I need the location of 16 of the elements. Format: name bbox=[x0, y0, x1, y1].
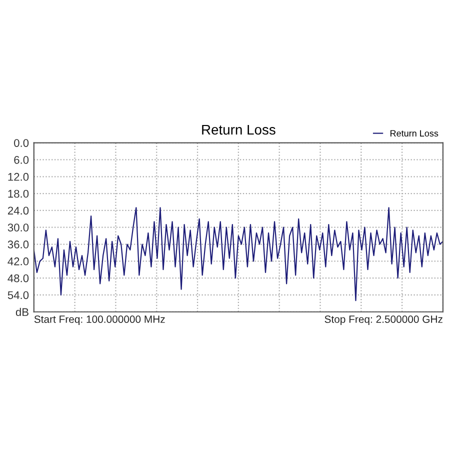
y-tick-label: 0.0 bbox=[14, 139, 29, 147]
chart-title: Return Loss bbox=[202, 124, 276, 135]
y-tick-label: 12.0 bbox=[8, 172, 29, 181]
y-tick-label: 24.0 bbox=[8, 206, 29, 215]
text: Start Freq: 100.000000 MHz bbox=[34, 316, 165, 325]
line-series bbox=[34, 207, 443, 302]
y-tick-label: 42.0 bbox=[8, 257, 29, 266]
y-tick-label: 54.0 bbox=[8, 291, 29, 300]
text: Stop Freq: 2.500000 GHz bbox=[324, 316, 442, 325]
y-tick-label: 48.0 bbox=[8, 274, 29, 282]
y-tick-label: 30.0 bbox=[8, 224, 29, 232]
y-tick-label: dB bbox=[16, 308, 28, 316]
y-tick-label: 36.0 bbox=[8, 240, 29, 248]
y-tick-label: 18.0 bbox=[8, 190, 29, 198]
y-tick-label: 6.0 bbox=[14, 156, 29, 164]
legend-label: Return Loss bbox=[390, 130, 438, 137]
